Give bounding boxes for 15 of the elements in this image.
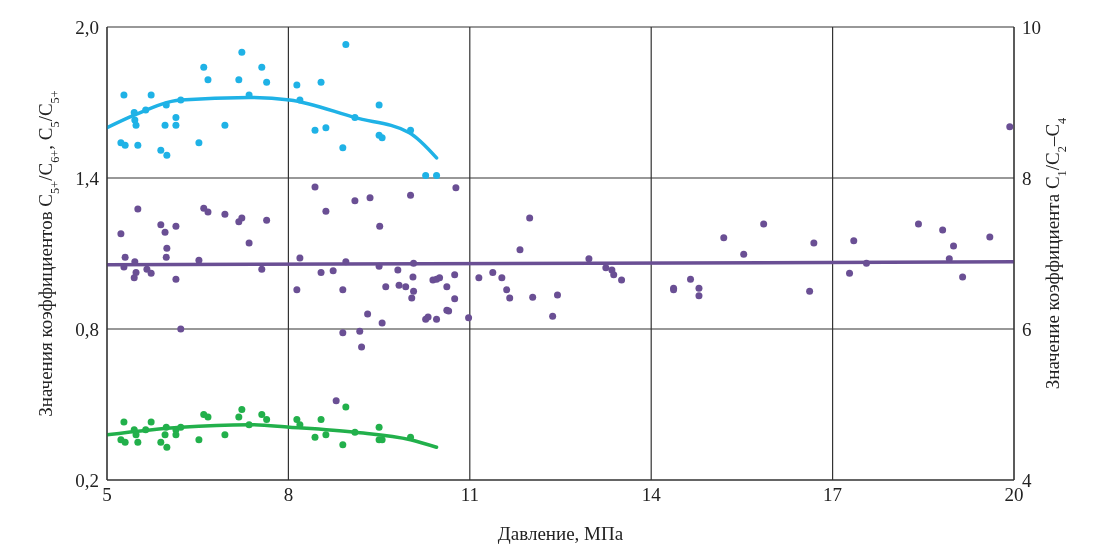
x-tick-label: 11 <box>460 484 479 506</box>
x-tick-label: 14 <box>641 484 662 506</box>
y-tick-label: 1,4 <box>75 167 100 189</box>
y2-tick-label: 10 <box>1022 16 1041 38</box>
x-axis-title: Давление, МПа <box>497 523 624 544</box>
y2-tick-label: 8 <box>1022 167 1032 189</box>
y2-tick-label: 6 <box>1022 318 1032 340</box>
x-tick-label: 20 <box>1004 484 1024 506</box>
x-tick-label: 17 <box>823 484 843 506</box>
x-tick-label: 8 <box>283 484 294 506</box>
y-tick-label: 0,2 <box>75 469 99 491</box>
y-tick-label: 0,8 <box>75 318 99 340</box>
x-tick-label: 5 <box>102 484 112 506</box>
y-tick-label: 2,0 <box>75 16 99 38</box>
y2-tick-label: 4 <box>1022 469 1032 491</box>
